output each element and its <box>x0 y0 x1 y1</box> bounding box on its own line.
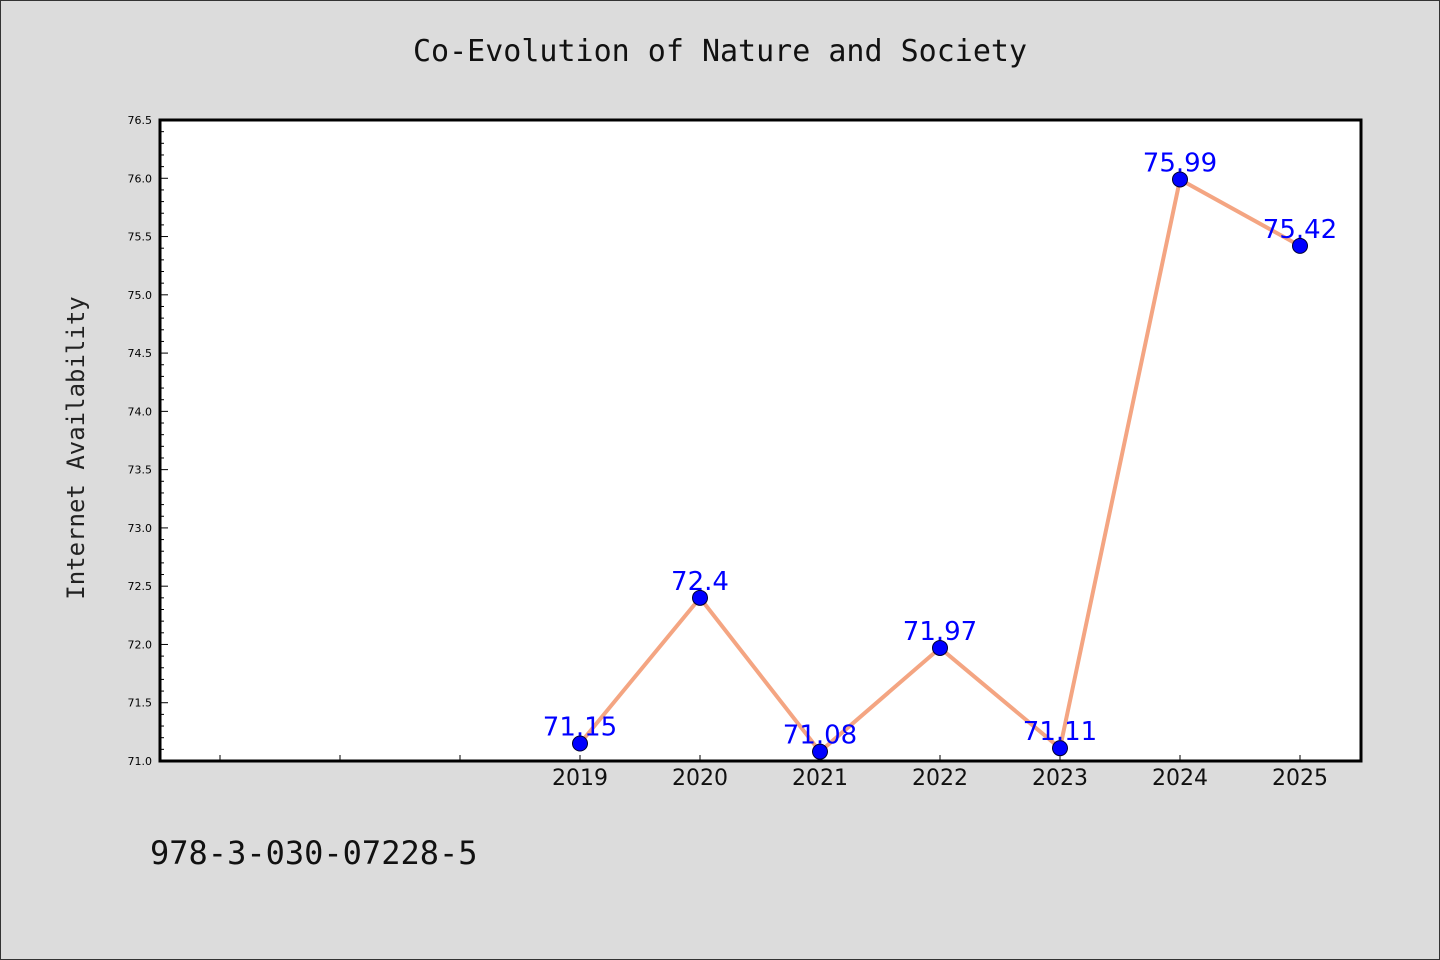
y-tick-label: 73.0 <box>128 522 153 535</box>
data-point <box>812 743 828 760</box>
y-tick-label: 71.5 <box>128 697 153 710</box>
data-label: 71.15 <box>543 713 617 743</box>
data-point <box>692 589 708 606</box>
y-tick-label: 76.0 <box>128 172 153 185</box>
y-tick-label: 72.0 <box>128 638 153 651</box>
plot-area <box>160 120 1361 761</box>
data-point <box>572 735 588 752</box>
data-label: 71.97 <box>903 617 977 647</box>
y-tick-label: 75.5 <box>128 231 153 244</box>
data-point <box>1052 740 1068 757</box>
data-label: 75.99 <box>1143 148 1217 178</box>
data-label: 71.11 <box>1023 717 1097 747</box>
y-tick-label: 73.5 <box>128 464 153 477</box>
y-tick-label: 72.5 <box>128 580 153 593</box>
isbn-text: 978-3-030-07228-5 <box>150 834 478 872</box>
y-tick-label: 74.0 <box>128 405 153 418</box>
y-tick-label: 76.5 <box>128 114 153 127</box>
x-tick-label: 2021 <box>792 766 848 791</box>
data-point <box>1172 171 1188 188</box>
x-tick-label: 2020 <box>672 766 728 791</box>
x-tick-label: 2022 <box>912 766 968 791</box>
data-label: 71.08 <box>783 721 857 751</box>
y-tick-label: 75.0 <box>128 289 153 302</box>
data-label: 72.4 <box>671 567 729 597</box>
data-point <box>932 639 948 656</box>
x-tick-label: 2025 <box>1272 766 1328 791</box>
data-label: 75.42 <box>1263 215 1337 245</box>
data-point <box>1292 237 1308 254</box>
x-tick-label: 2024 <box>1152 766 1208 791</box>
y-tick-label: 74.5 <box>128 347 153 360</box>
chart-title: Co-Evolution of Nature and Society <box>412 34 1028 69</box>
y-tick-label: 71.0 <box>128 755 153 768</box>
plot-border <box>158 118 1363 763</box>
x-tick-label: 2019 <box>552 766 608 791</box>
x-tick-label: 2023 <box>1032 766 1088 791</box>
